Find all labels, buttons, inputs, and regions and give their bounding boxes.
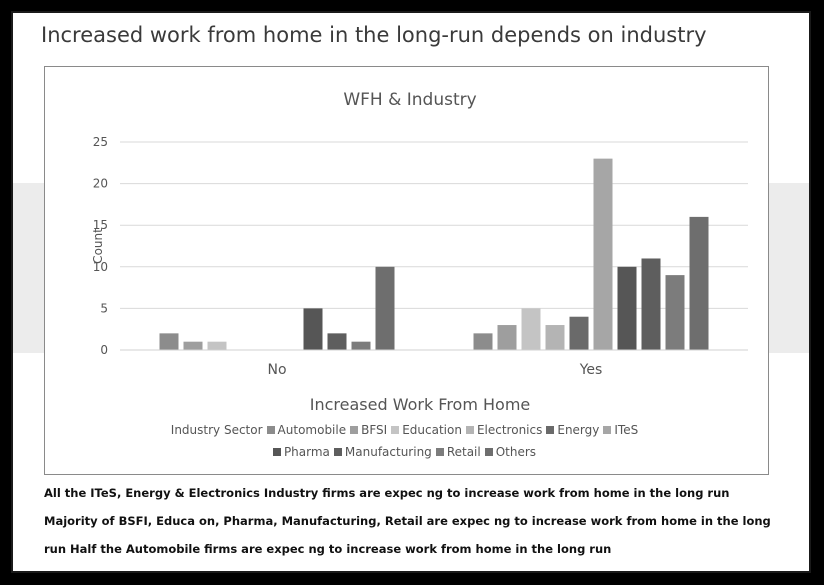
bar-automobile bbox=[159, 333, 179, 350]
legend-label: Pharma bbox=[283, 445, 330, 459]
legend-item-others: Others bbox=[484, 445, 537, 459]
chart-title: WFH & Industry bbox=[343, 90, 476, 110]
legend-item-pharma: Pharma bbox=[272, 445, 330, 459]
legend-title: Industry Sector bbox=[170, 423, 263, 437]
y-tick-label: 25 bbox=[93, 135, 108, 149]
bar-education bbox=[207, 341, 227, 350]
legend-swatch bbox=[333, 448, 342, 456]
legend-label: Education bbox=[402, 423, 462, 437]
bar-manufacturing bbox=[641, 258, 661, 350]
legend-label: ITeS bbox=[614, 423, 639, 437]
legend-swatch bbox=[546, 426, 555, 434]
y-tick-label: 15 bbox=[93, 218, 108, 232]
bar-chart: WFH & Industry 0 5 10 15 20 25 Count No Yes Increa… bbox=[91, 90, 748, 414]
bar-bfsi bbox=[183, 341, 203, 350]
slide: Increased work from home in the long-run… bbox=[11, 11, 811, 573]
bar-others bbox=[689, 216, 709, 350]
caption-line: All the ITeS, Energy & Electronics Indus… bbox=[44, 486, 730, 500]
bar-bfsi bbox=[497, 325, 517, 350]
legend-row: Pharma Manufacturing Retail Others bbox=[45, 441, 768, 463]
bar-pharma bbox=[303, 308, 323, 350]
legend-item-energy: Energy bbox=[546, 423, 599, 437]
legend-swatch bbox=[603, 426, 612, 434]
legend-swatch bbox=[350, 426, 359, 434]
x-tick-label: No bbox=[267, 362, 286, 378]
bar-ites bbox=[593, 158, 613, 350]
chart-legend: Industry Sector Automobile BFSI Education E… bbox=[45, 419, 768, 463]
legend-label: Electronics bbox=[476, 423, 543, 437]
legend-item-ites: ITeS bbox=[603, 423, 638, 437]
bar-manufacturing bbox=[327, 333, 347, 350]
legend-swatch bbox=[272, 448, 281, 456]
legend-swatch bbox=[391, 426, 400, 434]
legend-label: Energy bbox=[557, 423, 600, 437]
legend-item-automobile: Automobile bbox=[266, 423, 347, 437]
bar-others bbox=[375, 266, 395, 350]
legend-swatch bbox=[465, 426, 474, 434]
chart-container: WFH & Industry 0 5 10 15 20 25 Count No Yes Increa… bbox=[44, 66, 769, 475]
caption-line: Majority of BSFI, Educa on, Pharma, Manu… bbox=[44, 514, 771, 528]
legend-row: Industry Sector Automobile BFSI Education E… bbox=[45, 419, 768, 441]
y-tick-label: 20 bbox=[93, 177, 108, 191]
slide-title: Increased work from home in the long-run… bbox=[41, 23, 707, 47]
legend-label: Manufacturing bbox=[344, 445, 432, 459]
legend-item-bfsi: BFSI bbox=[350, 423, 387, 437]
y-tick-label: 5 bbox=[100, 301, 108, 315]
y-tick-label: 10 bbox=[93, 260, 108, 274]
caption-line: run Half the Automobile firms are expec … bbox=[44, 542, 612, 556]
bar-automobile bbox=[473, 333, 493, 350]
x-tick-label: Yes bbox=[579, 362, 603, 378]
bar-retail bbox=[665, 275, 685, 350]
legend-label: Retail bbox=[446, 445, 481, 459]
bar-education bbox=[521, 308, 541, 350]
legend-label: Others bbox=[495, 445, 537, 459]
legend-swatch bbox=[266, 426, 275, 434]
y-tick-label: 0 bbox=[100, 343, 108, 357]
legend-swatch bbox=[435, 448, 444, 456]
bar-energy bbox=[569, 316, 589, 350]
legend-item-retail: Retail bbox=[435, 445, 481, 459]
legend-swatch bbox=[484, 448, 493, 456]
legend-item-manufacturing: Manufacturing bbox=[333, 445, 432, 459]
y-axis-label: Count bbox=[91, 228, 105, 264]
bar-retail bbox=[351, 341, 371, 350]
x-axis-label: Increased Work From Home bbox=[310, 395, 531, 414]
bar-electronics bbox=[545, 325, 565, 350]
legend-label: BFSI bbox=[361, 423, 388, 437]
bar-pharma bbox=[617, 266, 637, 350]
legend-label: Automobile bbox=[277, 423, 347, 437]
legend-item-education: Education bbox=[391, 423, 462, 437]
legend-item-electronics: Electronics bbox=[465, 423, 543, 437]
